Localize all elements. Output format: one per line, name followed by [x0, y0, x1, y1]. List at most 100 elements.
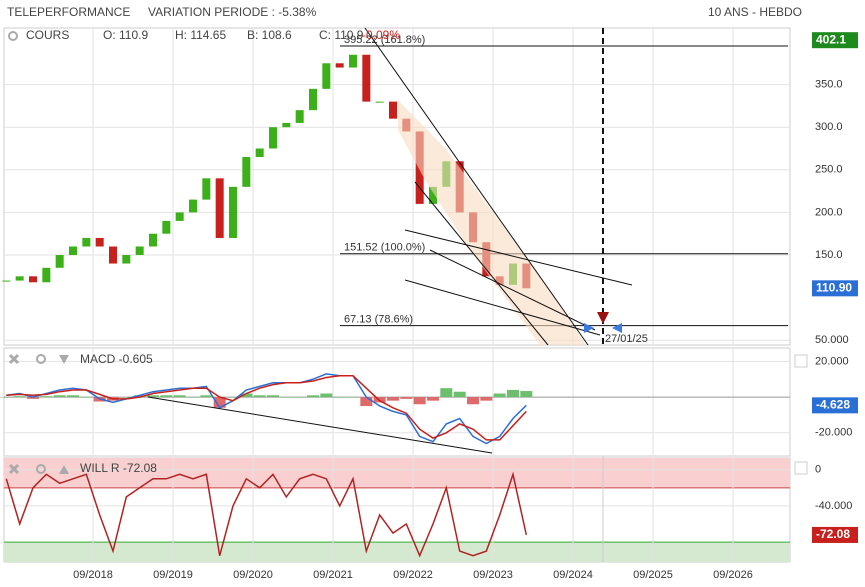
series-line — [6, 374, 527, 441]
checkbox[interactable] — [794, 354, 808, 368]
trend-line — [429, 249, 596, 331]
close: C: 110.9 — [319, 28, 364, 42]
high: H: 114.65 — [175, 28, 226, 42]
y-tick-label: 200.0 — [815, 206, 843, 218]
macd-trend-line — [147, 396, 493, 454]
candle — [242, 157, 251, 187]
checkbox[interactable] — [794, 461, 808, 475]
histogram-bar — [200, 395, 213, 398]
histogram-bar — [440, 388, 453, 398]
settings-icon[interactable] — [36, 464, 46, 474]
histogram-bar — [427, 397, 439, 401]
candle — [429, 186, 437, 204]
series-line — [6, 373, 527, 445]
open: O: 110.9 — [103, 28, 148, 42]
value-marker-label: -72.08 — [816, 527, 850, 541]
histogram-bar — [147, 395, 159, 398]
value-marker — [812, 280, 858, 297]
x-tick-label: 09/2022 — [393, 569, 433, 581]
settings-icon[interactable] — [8, 31, 18, 41]
value-marker-label: 402.1 — [816, 32, 846, 46]
histogram-bar — [120, 397, 133, 398]
histogram-bar — [67, 395, 79, 398]
histogram-bar — [133, 395, 146, 398]
histogram-bar — [387, 397, 399, 401]
histogram-bar — [333, 397, 346, 398]
candle — [229, 186, 237, 238]
histogram-bar — [213, 397, 226, 408]
y-tick-label: 20.000 — [815, 355, 849, 367]
close-icon[interactable] — [8, 463, 20, 475]
panel-title: COURS — [26, 28, 69, 42]
candle — [122, 255, 131, 264]
period: 10 ANS - HEBDO — [708, 5, 802, 19]
panel-title: WILL R -72.08 — [80, 461, 157, 475]
candle — [389, 101, 397, 119]
macd-panel — [3, 347, 791, 457]
value-marker — [812, 526, 858, 543]
histogram-bar — [267, 395, 279, 398]
histogram-bar — [27, 397, 39, 399]
settings-icon[interactable] — [36, 354, 46, 364]
histogram-bar — [520, 391, 533, 398]
y-tick-label: 50.000 — [815, 334, 849, 346]
candle — [375, 101, 384, 103]
histogram-bar — [360, 397, 373, 407]
histogram-bar — [187, 397, 199, 398]
y-tick-label: 350.0 — [815, 78, 843, 90]
y-tick-label: 0 — [815, 464, 821, 476]
candle — [335, 63, 344, 68]
candle — [189, 199, 197, 213]
move-up-icon[interactable] — [59, 465, 69, 474]
overbought-band — [4, 458, 790, 488]
histogram-bar — [293, 397, 306, 398]
histogram-bar — [320, 393, 333, 398]
histogram-bar — [240, 393, 253, 398]
histogram-bar — [493, 393, 506, 398]
y-tick-label: -40.000 — [815, 500, 852, 512]
candle — [95, 237, 104, 247]
histogram-bar — [53, 395, 66, 398]
histogram-bar — [253, 395, 266, 398]
title: TELEPERFORMANCE — [7, 5, 130, 19]
arrow-left — [612, 323, 622, 333]
y-tick-label: 250.0 — [815, 164, 843, 176]
change: -0.09% — [362, 28, 400, 42]
histogram-bar — [507, 389, 519, 398]
x-tick-label: 09/2021 — [313, 569, 353, 581]
fib-label: 67.13 (78.6%) — [344, 314, 413, 326]
move-down-icon[interactable] — [59, 355, 69, 364]
price-panel — [3, 27, 791, 346]
arrow-down — [597, 312, 609, 324]
candle — [295, 110, 304, 123]
trend-line — [364, 27, 589, 346]
candle — [255, 148, 264, 158]
trend-line — [414, 181, 549, 346]
candle — [82, 237, 91, 247]
arrow-right — [584, 323, 594, 333]
histogram-bar — [160, 395, 173, 398]
histogram-bar — [480, 397, 493, 401]
histogram-bar — [227, 397, 239, 398]
value-marker-label: -4.628 — [816, 398, 850, 412]
x-tick-label: 09/2020 — [233, 569, 273, 581]
histogram-bar — [467, 397, 479, 405]
candle — [2, 280, 11, 282]
channel — [398, 100, 586, 345]
candle — [149, 233, 157, 247]
candle — [362, 54, 371, 102]
date-note: 27/01/25 — [605, 333, 648, 345]
histogram-bar — [40, 396, 53, 398]
fib-label: 151.52 (100.0%) — [344, 242, 425, 254]
candle — [69, 246, 77, 256]
x-tick-label: 09/2018 — [73, 569, 113, 581]
close-icon[interactable] — [8, 353, 20, 365]
y-tick-label: 300.0 — [815, 121, 843, 133]
annotations — [147, 27, 633, 562]
value-marker — [812, 397, 858, 414]
x-tick-label: 09/2026 — [713, 569, 753, 581]
histogram-bar — [400, 397, 413, 399]
histogram-bar — [307, 395, 319, 398]
